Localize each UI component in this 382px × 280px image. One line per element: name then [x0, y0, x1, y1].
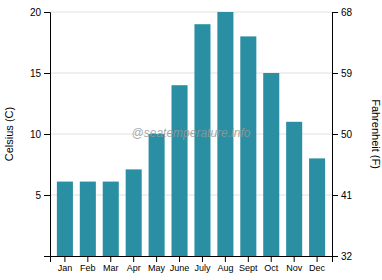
tick-label: 59 [341, 68, 353, 79]
tick-mark [332, 12, 338, 13]
tick-label: Jan [58, 263, 73, 273]
tick: 15 [30, 68, 50, 79]
tick-mark [271, 256, 272, 262]
bar [309, 158, 325, 256]
tick-mark [332, 134, 338, 135]
tick-mark [44, 12, 50, 13]
tick: May [148, 256, 166, 273]
tick-mark [248, 256, 249, 262]
bar [103, 182, 119, 256]
tick: 10 [30, 129, 50, 140]
tick-label: Feb [80, 263, 96, 273]
tick-label: Dec [309, 263, 326, 273]
tick: Oct [264, 256, 279, 273]
tick-mark [225, 256, 226, 262]
grid-line [50, 12, 332, 13]
bar [286, 122, 302, 256]
bar [80, 182, 96, 256]
axis-line [333, 13, 339, 257]
tick-label: Nov [286, 263, 303, 273]
tick: Sept [239, 256, 258, 273]
tick-label: Apr [127, 263, 141, 273]
tick-label: Sept [239, 263, 258, 273]
chart: Jan Feb Mar Apr May June July Aug Sept Oct Nov Dec 5… [0, 0, 382, 280]
tick: 68 [332, 7, 353, 18]
tick-label: May [148, 263, 166, 273]
tick-label: 50 [341, 129, 353, 140]
tick-label: 10 [30, 129, 42, 140]
tick: Dec [309, 256, 326, 273]
axis-line [51, 257, 333, 263]
tick: July [194, 256, 211, 273]
bars [57, 12, 325, 256]
tick-label: 15 [30, 68, 42, 79]
tick-label: 68 [341, 7, 353, 18]
tick-mark [110, 256, 111, 262]
tick-mark [294, 256, 295, 262]
tick-label: 32 [341, 251, 353, 262]
tick-label: July [194, 263, 211, 273]
tick-label: 20 [30, 7, 42, 18]
tick: 41 [332, 190, 353, 201]
bar [57, 182, 73, 256]
watermark: @seatemperature.info [132, 126, 251, 140]
tick-mark [317, 256, 318, 262]
tick: Apr [127, 256, 141, 273]
tick-label: 41 [341, 190, 353, 201]
tick-mark [87, 256, 88, 262]
tick: 50 [332, 129, 353, 140]
bar [172, 85, 188, 256]
grid-line [50, 73, 332, 74]
x-axis: Jan Feb Mar Apr May June July Aug Sept Oct Nov Dec [51, 256, 333, 273]
tick-label: Aug [217, 263, 233, 273]
tick-mark [44, 134, 50, 135]
tick-label: June [170, 263, 190, 273]
bar [149, 134, 165, 256]
tick: Aug [217, 256, 233, 273]
tick-mark [202, 256, 203, 262]
tick: June [170, 256, 190, 273]
axis-line [44, 13, 51, 257]
bar [126, 169, 142, 256]
tick-mark [64, 256, 65, 262]
tick: 59 [332, 68, 353, 79]
bar [240, 36, 256, 256]
tick-mark [179, 256, 180, 262]
tick: 20 [30, 7, 50, 18]
tick: Jan [58, 256, 73, 273]
tick-label: Mar [103, 263, 119, 273]
y-axis: 5 10 15 20 [30, 7, 51, 257]
tick-mark [44, 195, 50, 196]
tick-mark [332, 73, 338, 74]
tick-label: 5 [35, 190, 41, 201]
bar [263, 73, 279, 256]
y2-axis: 32 41 50 59 68 [332, 7, 353, 262]
tick: Mar [103, 256, 119, 273]
y-axis-title: Celsius (C) [3, 107, 15, 161]
tick-label: Oct [264, 263, 279, 273]
tick: 5 [35, 190, 50, 201]
tick-mark [332, 256, 338, 257]
plot: Jan Feb Mar Apr May June July Aug Sept Oct Nov Dec 5… [30, 7, 353, 274]
tick-mark [44, 73, 50, 74]
tick: Nov [286, 256, 303, 273]
tick-mark [133, 256, 134, 262]
tick: 32 [332, 251, 353, 262]
tick-mark [332, 195, 338, 196]
tick: Feb [80, 256, 96, 273]
tick-mark [156, 256, 157, 262]
y2-axis-title: Fahrenheit (F) [370, 99, 382, 169]
